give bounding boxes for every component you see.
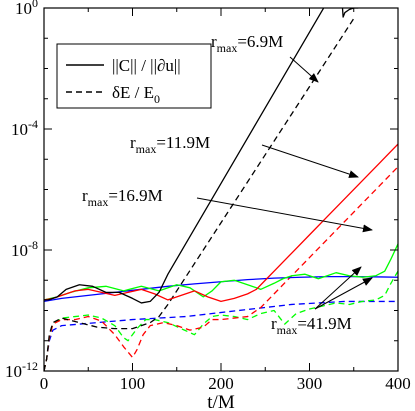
series-line-constraint-6-9M: [44, 8, 359, 304]
annotation-label: rmax=16.9M: [82, 186, 163, 209]
annotation-arrow: [314, 266, 362, 310]
annotation-label: rmax=6.9M: [211, 32, 283, 55]
series-line-energy-16-9M: [44, 270, 398, 371]
legend-box: [56, 43, 212, 109]
y-tick-label: 100: [15, 0, 38, 18]
legend-label: δE / E0: [112, 83, 160, 106]
annotation-arrow: [289, 56, 319, 83]
x-tick-label: 200: [208, 374, 234, 393]
annotation-label: rmax=41.9M: [271, 314, 352, 337]
y-tick-label: 10-8: [11, 238, 38, 260]
series-line-energy-41-9M: [44, 300, 398, 371]
annotation-arrow: [261, 144, 359, 178]
x-tick-label: 0: [40, 374, 49, 393]
series-line-constraint-11-9M: [44, 143, 398, 303]
x-axis-label: t/M: [207, 392, 235, 411]
annotation-arrow: [196, 197, 373, 233]
series-line-constraint-16-9M: [44, 243, 398, 301]
x-tick-label: 300: [297, 374, 323, 393]
annotation-arrow: [314, 277, 373, 310]
y-tick-label: 10-12: [5, 359, 38, 381]
y-tick-label: 10-4: [11, 117, 38, 139]
axis-layer: 0 100 200 300 400 10-12 10-8 10-4 100 t/M: [5, 0, 411, 411]
legend: ||C|| / ||∂u|| δE / E0: [56, 43, 212, 109]
x-tick-label: 100: [120, 374, 146, 393]
series-line-energy-11-9M: [44, 166, 398, 371]
annotation-layer: rmax=6.9M rmax=11.9M rmax=16.9M rmax=41.9M: [82, 32, 373, 337]
annotation-label: rmax=11.9M: [130, 133, 210, 156]
series-layer: [44, 8, 398, 371]
legend-label: ||C|| / ||∂u||: [112, 56, 181, 75]
x-tick-label: 400: [385, 374, 411, 393]
